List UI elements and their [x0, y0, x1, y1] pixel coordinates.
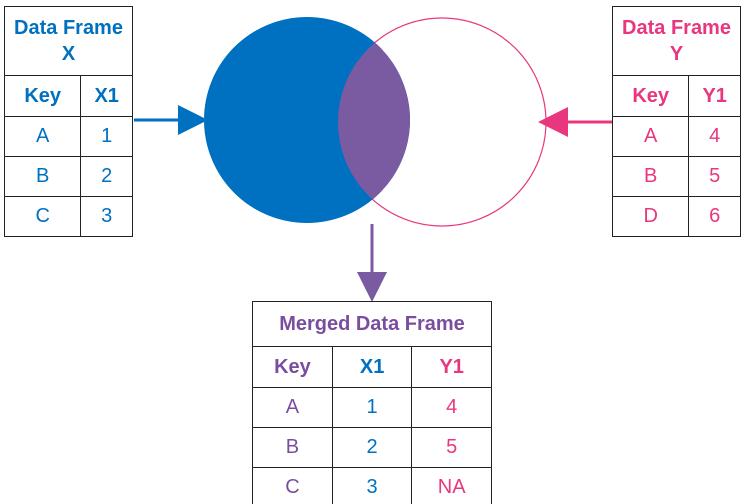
- cell-x1: 3: [331, 467, 413, 504]
- data-frame-y-table: Data Frame Y Key Y1 A 4 B 5 D 6: [611, 6, 741, 237]
- cell-x1: 1: [331, 387, 413, 428]
- cell-key: A: [3, 116, 82, 157]
- cell-x1: 2: [80, 156, 133, 197]
- merged-data-frame-table: Merged Data Frame Key X1 Y1 A 1 4 B 2 5 …: [252, 301, 492, 504]
- table-row: C 3: [3, 196, 133, 237]
- cell-key: B: [252, 427, 333, 468]
- header-y1: Y1: [411, 346, 492, 388]
- cell-y1: NA: [411, 467, 492, 504]
- cell-x1: 3: [80, 196, 133, 237]
- table-row: A 4: [611, 116, 741, 157]
- cell-x1: 1: [80, 116, 133, 157]
- data-frame-x-table: Data Frame X Key X1 A 1 B 2 C 3: [3, 6, 133, 237]
- table-row: B 5: [611, 156, 741, 197]
- data-frame-x-title: Data Frame X: [4, 6, 133, 76]
- table-row: B 2: [3, 156, 133, 197]
- merged-data-frame-title: Merged Data Frame: [252, 301, 492, 347]
- header-key: Key: [611, 75, 690, 117]
- cell-y1: 4: [411, 387, 492, 428]
- data-frame-y-title: Data Frame Y: [612, 6, 741, 76]
- header-key: Key: [252, 346, 333, 388]
- cell-key: B: [611, 156, 690, 197]
- cell-key: B: [3, 156, 82, 197]
- cell-key: C: [252, 467, 333, 504]
- header-y1: Y1: [688, 75, 741, 117]
- header-key: Key: [3, 75, 82, 117]
- table-row: A 1 4: [252, 387, 492, 428]
- cell-y1: 5: [688, 156, 741, 197]
- cell-x1: 2: [331, 427, 413, 468]
- table-row: A 1: [3, 116, 133, 157]
- header-x1: X1: [331, 346, 413, 388]
- table-row: B 2 5: [252, 427, 492, 468]
- cell-key: A: [252, 387, 333, 428]
- cell-y1: 4: [688, 116, 741, 157]
- cell-key: C: [3, 196, 82, 237]
- cell-key: D: [611, 196, 690, 237]
- cell-key: A: [611, 116, 690, 157]
- cell-y1: 5: [411, 427, 492, 468]
- venn-overlap: [338, 18, 410, 223]
- cell-y1: 6: [688, 196, 741, 237]
- header-x1: X1: [80, 75, 133, 117]
- table-row: C 3 NA: [252, 467, 492, 504]
- table-row: D 6: [611, 196, 741, 237]
